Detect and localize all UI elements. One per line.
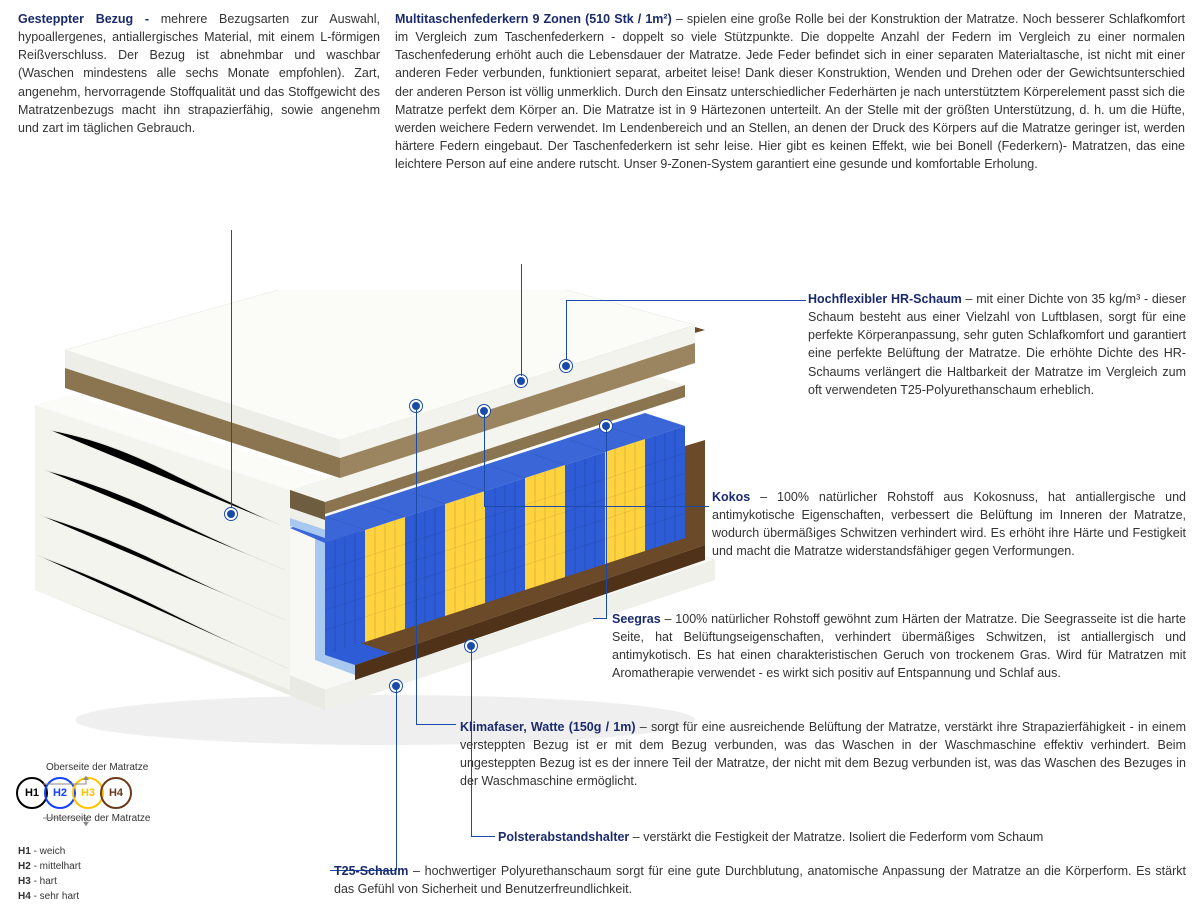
legend-key-h2: H2 [18, 861, 31, 872]
section-kokos: Kokos – 100% natürlicher Rohstoff aus Ko… [712, 488, 1186, 561]
legend-key-h4: H4 [18, 891, 31, 902]
legend-key-h1: H1 [18, 846, 31, 857]
title-polster: Polsterabstandshalter [498, 830, 629, 844]
body-polster: – verstärkt die Festigkeit der Matratze.… [629, 830, 1043, 844]
section-bezug: Gesteppter Bezug - mehrere Bezugsarten z… [18, 10, 380, 137]
dot-federkern [515, 375, 527, 387]
body-hrschaum: – mit einer Dichte von 35 kg/m³ - dieser… [808, 292, 1186, 397]
title-hrschaum: Hochflexibler HR-Schaum [808, 292, 962, 306]
body-bezug: mehrere Bezugsarten zur Auswahl, hypoall… [18, 12, 380, 135]
dot-hrschaum [560, 360, 572, 372]
section-polster: Polsterabstandshalter – verstärkt die Fe… [498, 828, 1186, 846]
title-federkern: Multitaschenfederkern 9 Zonen (510 Stk /… [395, 12, 672, 26]
section-hrschaum: Hochflexibler HR-Schaum – mit einer Dich… [808, 290, 1186, 399]
body-seegras: – 100% natürlicher Rohstoff gewöhnt zum … [612, 612, 1186, 680]
legend-arrow-bottom-icon [18, 810, 158, 828]
legend-val-h3: - hart [31, 876, 57, 887]
legend-keys: H1 - weich H2 - mittelhart H3 - hart H4 … [18, 844, 238, 904]
body-t25: – hochwertiger Polyurethanschaum sorgt f… [334, 864, 1186, 896]
legend-key-h3: H3 [18, 876, 31, 887]
section-federkern: Multitaschenfederkern 9 Zonen (510 Stk /… [395, 10, 1185, 173]
title-klimafaser: Klimafaser, Watte (150g / 1m) [460, 720, 636, 734]
legend-val-h1: - weich [31, 846, 65, 857]
title-seegras: Seegras [612, 612, 661, 626]
section-t25: T25-Schaum – hochwertiger Polyurethansch… [334, 862, 1186, 898]
title-kokos: Kokos [712, 490, 750, 504]
hardness-legend: Oberseite der Matratze H1 H2 H3 H4 Unter… [18, 762, 238, 904]
section-seegras: Seegras – 100% natürlicher Rohstoff gewö… [612, 610, 1186, 683]
title-t25: T25-Schaum [334, 864, 408, 878]
title-bezug: Gesteppter Bezug - [18, 12, 161, 26]
dot-bezug [225, 508, 237, 520]
legend-arrow-top-icon [18, 774, 158, 792]
body-federkern: – spielen eine große Rolle bei der Konst… [395, 12, 1185, 171]
legend-val-h2: - mittelhart [31, 861, 81, 872]
legend-val-h4: - sehr hart [31, 891, 79, 902]
body-kokos: – 100% natürlicher Rohstoff aus Kokosnus… [712, 490, 1186, 558]
legend-top-label: Oberseite der Matratze [46, 762, 238, 773]
section-klimafaser: Klimafaser, Watte (150g / 1m) – sorgt fü… [460, 718, 1186, 791]
